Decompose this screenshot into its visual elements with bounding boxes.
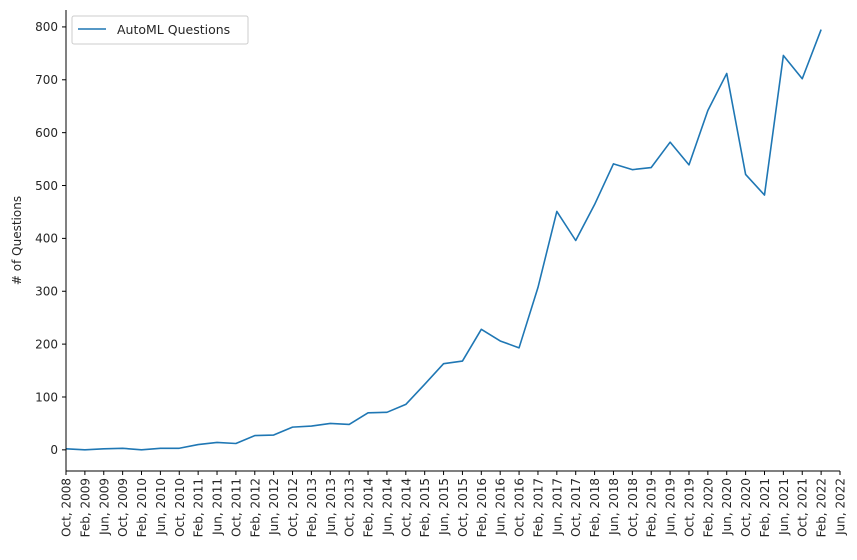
x-tick-label: Feb, 2014 — [362, 478, 376, 537]
x-tick-label: Feb, 2010 — [135, 478, 149, 537]
x-tick-label: Jun, 2019 — [664, 478, 678, 536]
x-tick-label: Jun, 2014 — [380, 478, 394, 536]
x-tick-label: Feb, 2013 — [305, 478, 319, 537]
series-line-automl-questions — [65, 29, 822, 451]
y-axis-ticks: 0 100 200 300 400 500 600 700 800 — [35, 20, 66, 457]
x-tick-label: Feb, 2019 — [645, 478, 659, 537]
x-tick-label: Oct, 2008 — [60, 478, 74, 537]
y-axis-label: # of Questions — [10, 196, 24, 285]
x-tick-label: Feb, 2021 — [758, 478, 772, 537]
x-tick-label: Oct, 2016 — [513, 478, 527, 537]
x-tick-label: Oct, 2014 — [399, 478, 413, 537]
x-tick-label: Oct, 2015 — [456, 478, 470, 537]
y-tick-label: 300 — [35, 285, 58, 299]
x-tick-label: Jun, 2010 — [154, 478, 168, 536]
y-tick-label: 0 — [50, 443, 58, 457]
x-tick-label: Feb, 2016 — [475, 478, 489, 537]
x-tick-label: Oct, 2012 — [286, 478, 300, 537]
y-tick-label: 200 — [35, 337, 58, 351]
x-tick-label: Feb, 2012 — [248, 478, 262, 537]
x-tick-label: Oct, 2013 — [343, 478, 357, 537]
plot-area: 0 100 200 300 400 500 600 700 800 Oct, 2008 Feb, … — [35, 10, 848, 537]
x-tick-label: Feb, 2011 — [192, 478, 206, 537]
x-tick-label: Oct, 2019 — [682, 478, 696, 537]
y-tick-label: 500 — [35, 179, 58, 193]
x-tick-label: Oct, 2020 — [739, 478, 753, 537]
x-tick-label: Oct, 2010 — [173, 478, 187, 537]
y-tick-label: 400 — [35, 232, 58, 246]
y-tick-label: 600 — [35, 126, 58, 140]
x-tick-label: Jun, 2011 — [211, 478, 225, 536]
x-tick-label: Jun, 2009 — [97, 478, 111, 536]
x-tick-label: Oct, 2011 — [229, 478, 243, 537]
y-tick-label: 800 — [35, 20, 58, 34]
x-tick-label: Oct, 2017 — [569, 478, 583, 537]
x-tick-label: Feb, 2020 — [701, 478, 715, 537]
x-tick-label: Jun, 2022 — [834, 478, 848, 536]
x-tick-label: Jun, 2017 — [550, 478, 564, 536]
legend-entry-automl-questions: AutoML Questions — [117, 22, 230, 37]
x-tick-label: Jun, 2021 — [777, 478, 791, 536]
legend-box — [71, 15, 249, 45]
x-tick-label: Jun, 2020 — [720, 478, 734, 536]
x-tick-label: Feb, 2017 — [531, 478, 545, 537]
y-tick-label: 700 — [35, 73, 58, 87]
x-tick-label: Oct, 2009 — [116, 478, 130, 537]
x-tick-label: Jun, 2016 — [494, 478, 508, 536]
x-tick-label: Feb, 2009 — [78, 478, 92, 537]
x-tick-label: Jun, 2018 — [607, 478, 621, 536]
legend: AutoML Questions — [71, 15, 249, 45]
y-tick-label: 100 — [35, 390, 58, 404]
x-tick-label: Feb, 2018 — [588, 478, 602, 537]
x-tick-label: Jun, 2015 — [437, 478, 451, 536]
series-layer — [65, 29, 822, 451]
x-tick-label: Jun, 2012 — [267, 478, 281, 536]
x-axis-ticks: Oct, 2008 Feb, 2009 Jun, 2009 Oct, 2009 Feb,… — [60, 471, 848, 537]
x-tick-label: Oct, 2021 — [796, 478, 810, 537]
x-tick-label: Feb, 2015 — [418, 478, 432, 537]
x-tick-label: Jun, 2013 — [324, 478, 338, 536]
x-tick-label: Oct, 2018 — [626, 478, 640, 537]
x-tick-label: Feb, 2022 — [815, 478, 829, 537]
